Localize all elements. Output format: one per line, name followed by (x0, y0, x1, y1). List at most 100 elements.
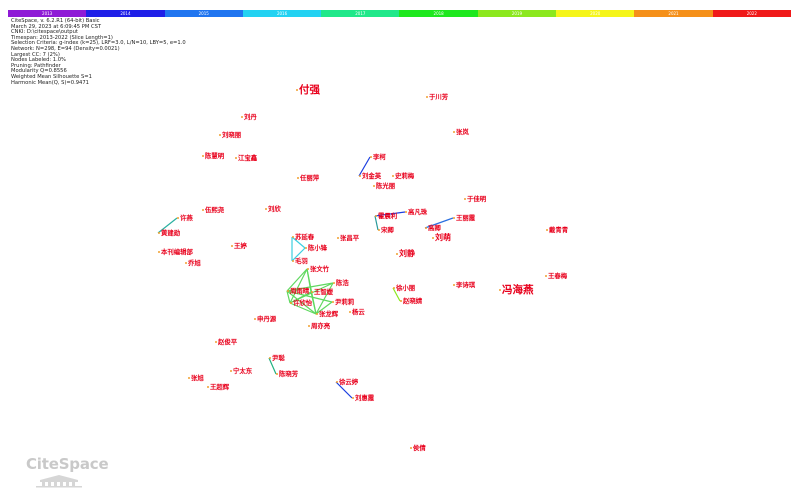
author-node[interactable]: 张文竹 (307, 265, 329, 273)
author-node[interactable]: 陈光丽 (373, 182, 395, 190)
node-dot-icon (202, 208, 205, 212)
author-node[interactable]: 徐小丽 (393, 284, 415, 292)
author-node[interactable]: 赵晓婧 (400, 297, 422, 305)
node-label: 于佳明 (466, 195, 487, 203)
author-node[interactable]: 李柯 (370, 153, 386, 161)
author-node[interactable]: 李诗琪 (453, 281, 475, 289)
timeline-segment: 2018 (399, 10, 478, 17)
author-node[interactable]: 王丽霞 (453, 214, 475, 222)
author-node[interactable]: 王春梅 (545, 272, 567, 280)
author-node[interactable]: 任丽萍 (297, 174, 319, 182)
node-dot-icon (453, 216, 456, 220)
author-node[interactable]: 刘惠霞 (352, 394, 374, 402)
node-label: 王超辉 (209, 383, 230, 391)
network-edge (424, 217, 454, 229)
author-node[interactable]: 高卿 (425, 224, 441, 232)
author-node[interactable]: 刘欣 (265, 205, 281, 213)
node-label: 陈晓芳 (278, 370, 299, 378)
author-node[interactable]: 申丹源 (254, 315, 276, 323)
author-node[interactable]: 于佳明 (464, 195, 486, 203)
node-dot-icon (375, 214, 378, 218)
author-node[interactable]: 杨云 (349, 308, 365, 316)
info-line: Modularity Q=0.8556 (11, 68, 67, 75)
author-node[interactable]: 乔旭 (185, 259, 201, 267)
node-label: 王春梅 (547, 272, 568, 280)
node-dot-icon (269, 356, 272, 360)
info-line: Harmonic Mean(Q, S)=0.9471 (11, 79, 89, 86)
node-dot-icon (188, 376, 191, 380)
node-dot-icon (202, 154, 205, 158)
node-dot-icon (545, 274, 548, 278)
author-node[interactable]: 陈慧明 (202, 152, 224, 160)
author-node[interactable]: 许燕 (177, 214, 193, 222)
author-node[interactable]: 苏延春 (292, 233, 314, 241)
author-node[interactable]: 史莉梅 (392, 172, 414, 180)
author-node[interactable]: 陈小锋 (305, 244, 327, 252)
author-node[interactable]: 张岚 (453, 128, 469, 136)
timeline-color-bar: 2013 2014 2015 2016 2017 2018 2019 2020 2021 2022 (8, 10, 791, 17)
author-node[interactable]: 张昌平 (337, 234, 359, 242)
author-node[interactable]: 侯倩 (410, 444, 426, 452)
node-label: 杨云 (351, 308, 365, 316)
author-node[interactable]: 张龙辉 (316, 310, 338, 318)
network-edge (157, 217, 178, 234)
node-label: 王婷 (233, 242, 247, 250)
author-node[interactable]: 王婷 (231, 242, 247, 250)
author-node[interactable]: 宁太东 (230, 367, 252, 375)
author-node[interactable]: 尹莉莉 (332, 298, 354, 306)
author-node[interactable]: 本刊编辑部 (158, 248, 193, 256)
author-node[interactable]: 于川芳 (426, 93, 448, 101)
author-node[interactable]: 冯海燕 (499, 284, 533, 296)
author-node[interactable]: 王智媛 (311, 288, 333, 296)
author-node[interactable]: 尹聪 (269, 354, 285, 362)
author-node[interactable]: 徐云婷 (336, 378, 358, 386)
author-node[interactable]: 赵俊平 (215, 338, 237, 346)
author-node[interactable]: 黄建勋 (158, 229, 180, 237)
author-node[interactable]: 高凡珠 (405, 208, 427, 216)
author-node[interactable]: 张旭 (188, 374, 204, 382)
network-edge (286, 282, 334, 292)
author-node[interactable]: 刘晓丽 (219, 131, 241, 139)
author-node[interactable]: 许欣怡 (290, 299, 312, 307)
author-node[interactable]: 江宝鑫 (235, 154, 257, 162)
author-node[interactable]: 刘丹 (241, 113, 257, 121)
node-dot-icon (400, 299, 403, 303)
network-edge (289, 291, 312, 304)
node-dot-icon (158, 250, 161, 254)
node-dot-icon (311, 290, 314, 294)
node-dot-icon (396, 252, 399, 256)
author-node[interactable]: 刘金英 (359, 172, 381, 180)
author-node[interactable]: 付强 (296, 84, 320, 96)
node-label: 刘丹 (243, 113, 257, 121)
citespace-logo: CiteSpace (26, 455, 109, 493)
author-node[interactable]: 王超辉 (207, 383, 229, 391)
author-node[interactable]: 伍熙尧 (202, 206, 224, 214)
author-node[interactable]: 陈晓芳 (276, 370, 298, 378)
network-edge (286, 268, 308, 292)
author-node[interactable]: 陈浩 (333, 279, 349, 287)
author-node[interactable]: 刘萌 (432, 233, 451, 242)
node-dot-icon (231, 244, 234, 248)
author-node[interactable]: 霍晨利 (375, 212, 397, 220)
node-label: 徐小丽 (395, 284, 416, 292)
node-label: 江宝鑫 (237, 154, 258, 162)
author-node[interactable]: 周雨晴 (287, 287, 309, 295)
node-label: 赵俊平 (217, 338, 238, 346)
node-label: 冯海燕 (501, 284, 534, 296)
author-node[interactable]: 戴青青 (546, 226, 568, 234)
node-label: 刘欣 (267, 205, 281, 213)
network-edge (315, 301, 333, 315)
node-label: 周雨晴 (289, 287, 310, 295)
node-label: 刘静 (398, 248, 415, 258)
timeline-year-label: 2022 (746, 11, 757, 16)
author-node[interactable]: 毛羽 (292, 257, 308, 265)
node-dot-icon (177, 216, 180, 220)
node-dot-icon (215, 340, 218, 344)
node-dot-icon (349, 310, 352, 314)
author-node[interactable]: 刘静 (396, 249, 415, 258)
timeline-segment: 2015 (164, 10, 243, 17)
node-dot-icon (219, 133, 222, 137)
author-node[interactable]: 周亦亮 (308, 322, 330, 330)
author-node[interactable]: 宋卿 (378, 226, 394, 234)
node-dot-icon (316, 312, 319, 316)
